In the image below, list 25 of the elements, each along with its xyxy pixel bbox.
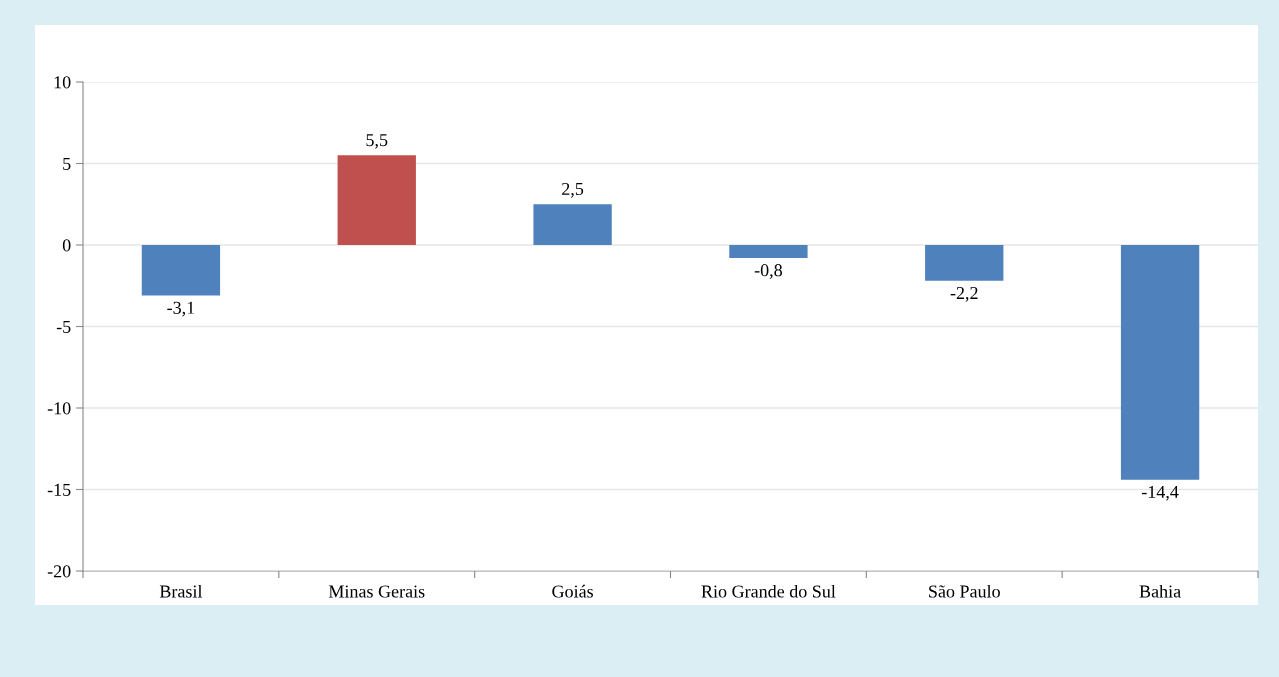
- y-tick-label: -5: [56, 320, 71, 333]
- bar: [1120, 245, 1200, 480]
- y-tick-label: -15: [47, 483, 71, 496]
- y-tick-label: 0: [62, 239, 71, 252]
- y-tick-label: -10: [47, 402, 71, 415]
- x-tick-label: Brasil: [159, 584, 203, 598]
- data-label: -2,2: [950, 286, 978, 302]
- bar: [729, 245, 808, 259]
- y-tick-label: 5: [63, 157, 71, 170]
- x-tick-label: São Paulo: [929, 584, 1000, 598]
- x-tick-label: Bahia: [1139, 584, 1181, 598]
- bar: [925, 245, 1004, 281]
- x-tick-label: Minas Gerais: [328, 585, 425, 598]
- data-label: -0,8: [754, 264, 783, 279]
- y-tick-label: 10: [54, 76, 71, 89]
- data-label: 2,5: [562, 182, 584, 198]
- data-label: -3,1: [167, 301, 195, 317]
- bar: [141, 245, 221, 296]
- y-tick-label: -20: [47, 565, 71, 578]
- x-tick-label: Goiás: [552, 584, 593, 598]
- x-tick-label: Rio Grande do Sul: [701, 584, 836, 598]
- bar: [337, 155, 416, 245]
- data-label: -14,4: [1141, 485, 1179, 501]
- data-label: 5,5: [366, 134, 388, 149]
- bar: [533, 204, 612, 245]
